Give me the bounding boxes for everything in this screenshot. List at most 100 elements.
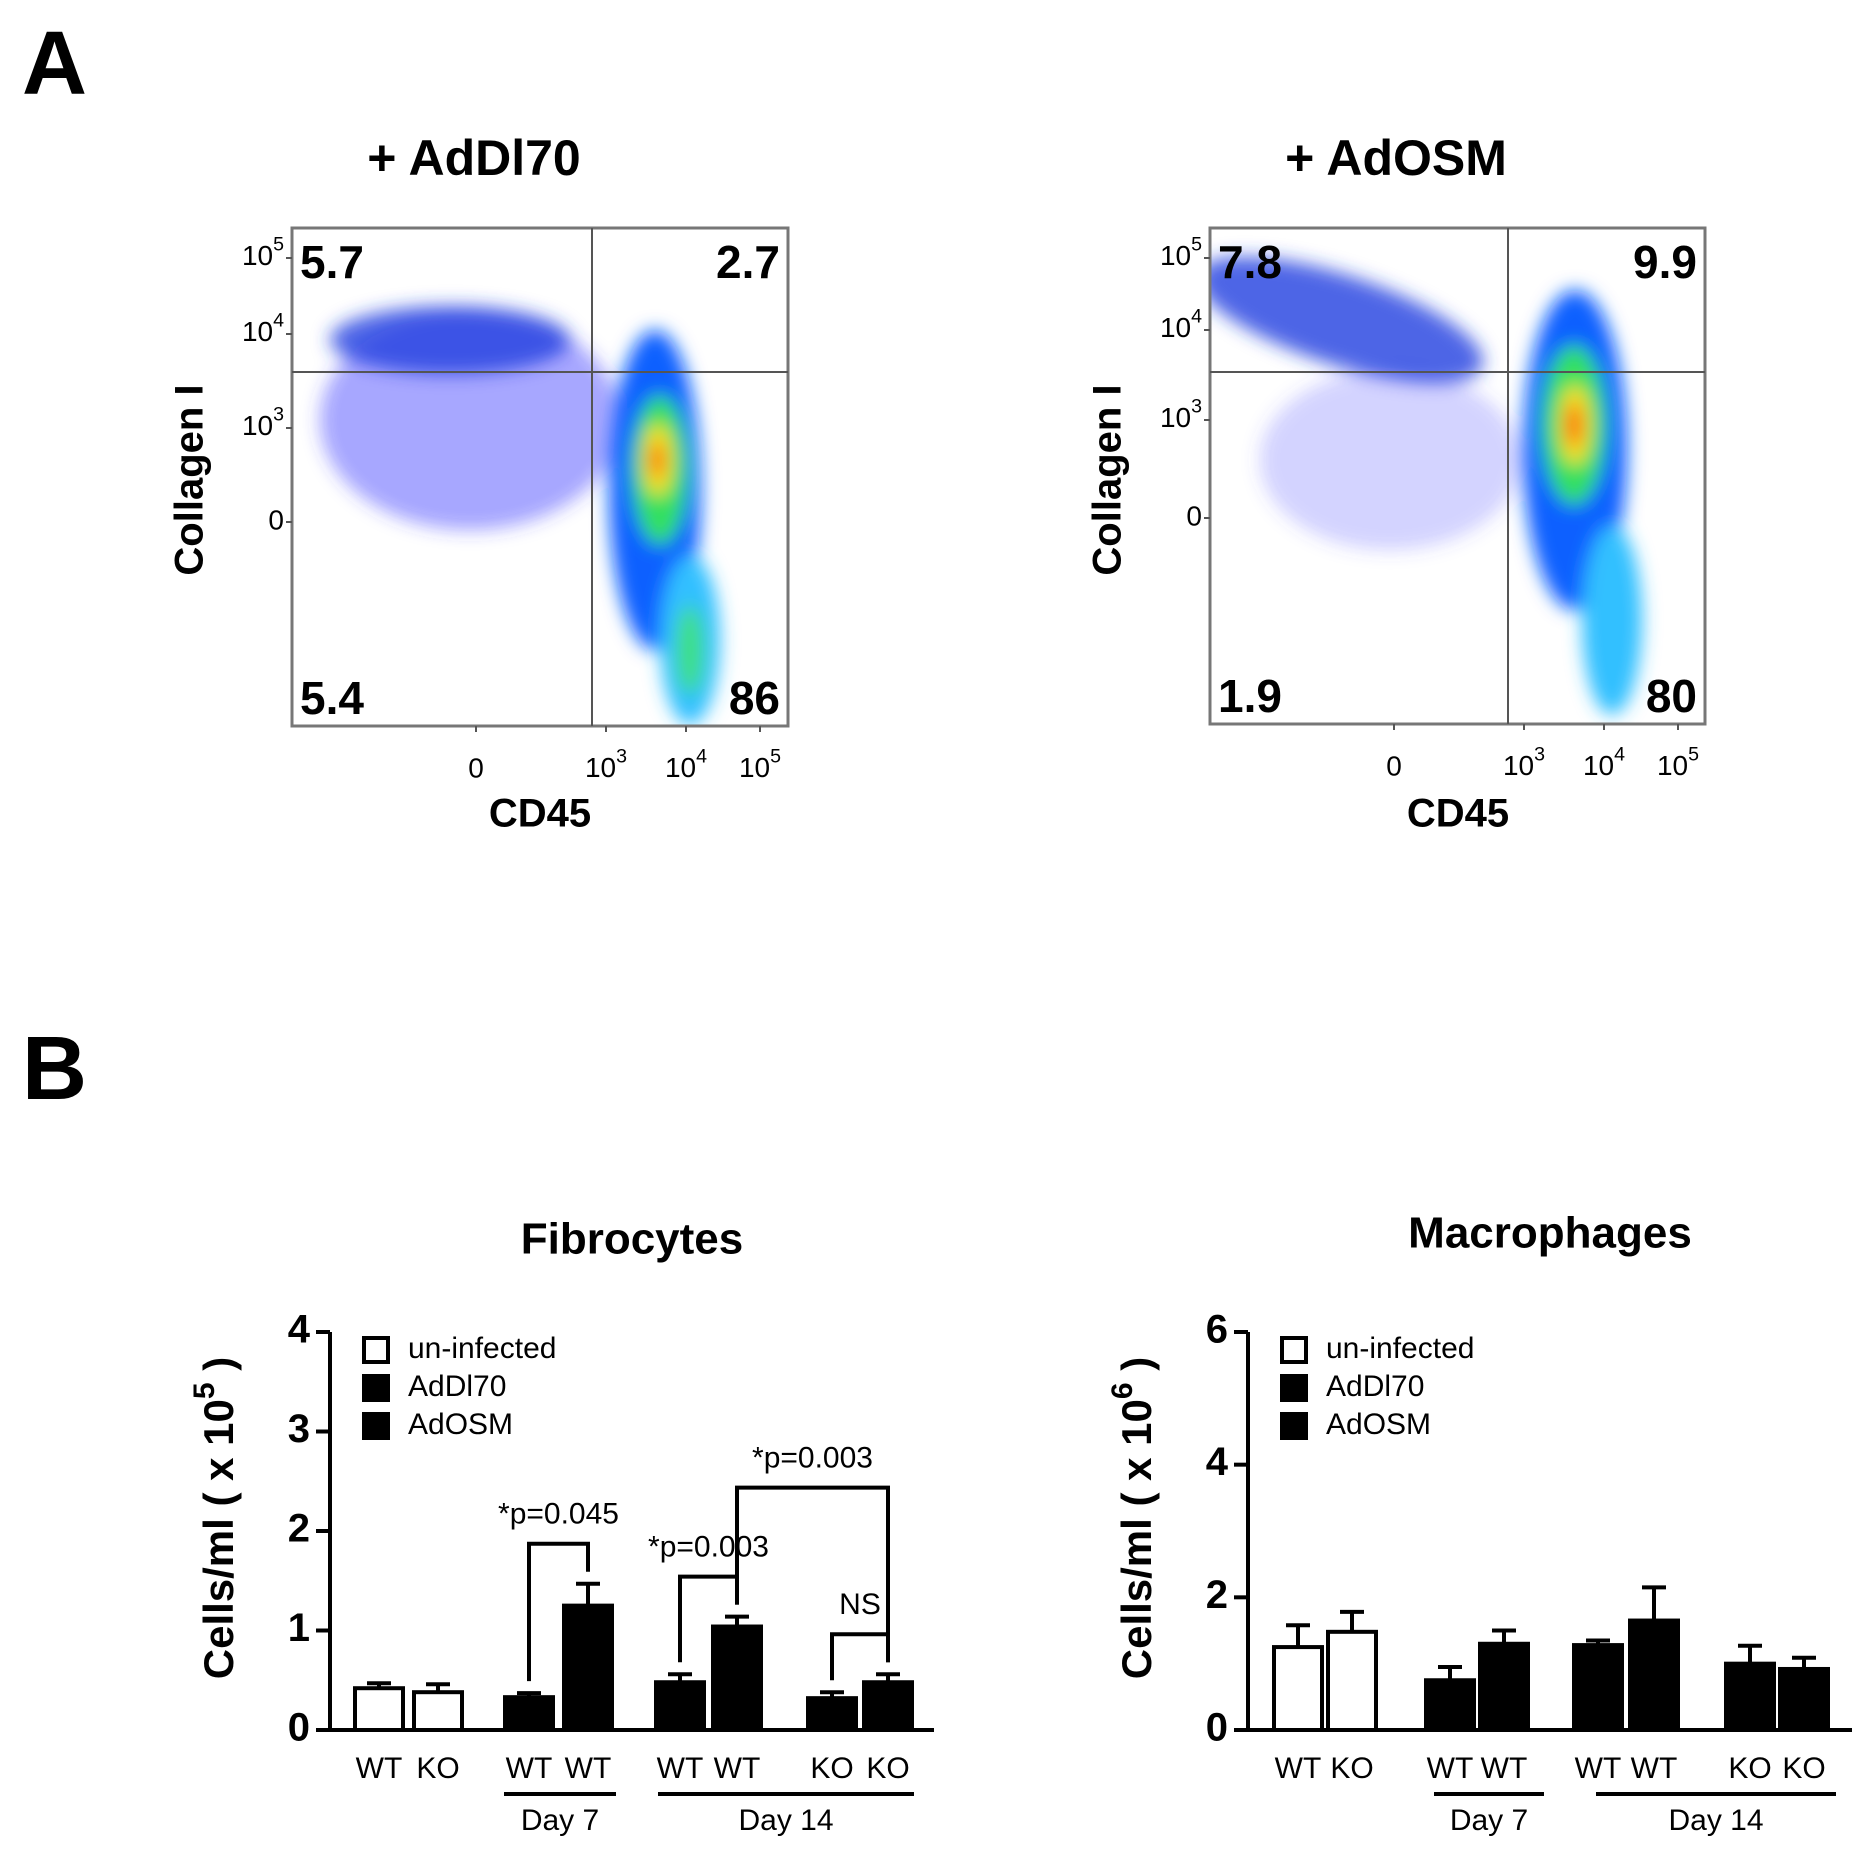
y-tick-label: 3 — [288, 1407, 310, 1451]
legend-swatch — [1280, 1412, 1308, 1440]
error-bar — [426, 1682, 450, 1693]
x-tick-label: KO — [1782, 1752, 1825, 1785]
x-axis-label: CD45 — [489, 792, 591, 836]
quadrant-value: 5.4 — [300, 672, 364, 724]
error-bar — [1340, 1609, 1364, 1632]
y-axis-label: Cells/ml ( x 106 ) — [1106, 1357, 1160, 1679]
tick-exponent: 3 — [1534, 744, 1545, 766]
significance-bracket — [830, 1632, 890, 1681]
y-tick-label: 6 — [1206, 1308, 1228, 1352]
plot-frame — [290, 226, 790, 728]
tick-base: 10 — [739, 752, 770, 783]
x-tick-label: WT — [356, 1752, 403, 1785]
error-bar — [1792, 1655, 1816, 1669]
tick-base: 10 — [1657, 750, 1688, 781]
quadrant-value: 1.9 — [1218, 670, 1282, 722]
legend-swatch — [362, 1412, 390, 1440]
group-label: Day 14 — [738, 1804, 833, 1837]
error-bar — [517, 1691, 541, 1698]
x-tick-label: WT — [1631, 1752, 1678, 1785]
legend-label: AdDl70 — [408, 1370, 506, 1403]
legend-label: AdOSM — [408, 1408, 513, 1441]
significance-label: *p=0.003 — [752, 1441, 873, 1474]
bar — [353, 1686, 405, 1732]
quadrant-value: 7.8 — [1218, 236, 1282, 288]
tick-label: 0 — [468, 752, 484, 783]
bar — [1478, 1641, 1530, 1733]
tick-label: 105 — [242, 234, 284, 272]
legend-label: AdDl70 — [1326, 1370, 1424, 1403]
quadrant-value: 2.7 — [716, 236, 780, 288]
tick-exponent: 5 — [273, 234, 284, 256]
y-label-exponent: 6 — [1106, 1382, 1139, 1399]
y-tick-label: 4 — [1206, 1440, 1229, 1484]
x-tick-label: KO — [810, 1752, 853, 1785]
error-bar — [1642, 1585, 1666, 1621]
legend-swatch — [362, 1336, 390, 1364]
error-bar — [367, 1681, 391, 1689]
tick-exponent: 3 — [1191, 396, 1202, 418]
tick-base: 10 — [1503, 750, 1534, 781]
x-tick-label: WT — [1275, 1752, 1322, 1785]
plot-title: + AdOSM — [1285, 130, 1507, 186]
y-tick-label: 1 — [288, 1606, 310, 1650]
bar — [1424, 1678, 1476, 1732]
y-tick-label: 4 — [288, 1308, 311, 1352]
y-axis-label: Collagen I — [1086, 384, 1130, 575]
x-tick-label: KO — [1330, 1752, 1373, 1785]
bar — [806, 1696, 858, 1733]
tick-base: 10 — [1160, 312, 1191, 343]
quadrant-value: 86 — [729, 672, 780, 724]
bar — [711, 1624, 763, 1733]
y-tick-label: 2 — [288, 1507, 310, 1551]
tick-label: 103 — [585, 746, 627, 784]
y-label-text: ) — [1113, 1357, 1160, 1383]
tick-label: 104 — [1160, 306, 1202, 344]
tick-label: 0 — [268, 504, 284, 535]
error-bar — [576, 1581, 600, 1606]
y-tick-label: 0 — [288, 1706, 310, 1750]
tick-label: 104 — [665, 746, 707, 784]
bar — [412, 1690, 464, 1732]
plot-title: + AdDl70 — [367, 130, 581, 186]
significance-bracket — [527, 1541, 590, 1682]
bar — [1572, 1643, 1624, 1733]
y-tick-label: 0 — [1206, 1706, 1228, 1750]
tick-base: 10 — [242, 410, 273, 441]
error-bar — [1438, 1664, 1462, 1681]
y-axis-label: Cells/ml ( x 105 ) — [188, 1357, 242, 1679]
bar — [1724, 1661, 1776, 1732]
tick-exponent: 5 — [1688, 744, 1699, 766]
tick-exponent: 4 — [273, 310, 284, 332]
group-label: Day 14 — [1668, 1804, 1763, 1837]
significance-bracket — [735, 1485, 890, 1663]
error-bar — [876, 1672, 900, 1683]
legend-label: un-infected — [408, 1332, 556, 1365]
tick-label: 105 — [1657, 744, 1699, 782]
x-tick-label: KO — [1728, 1752, 1771, 1785]
quadrant-value: 80 — [1646, 670, 1697, 722]
x-tick-label: WT — [657, 1752, 704, 1785]
tick-base: 10 — [1160, 240, 1191, 271]
density-plot — [1210, 256, 1642, 715]
y-axis-label: Collagen I — [168, 384, 212, 575]
panel-label: B — [22, 1019, 87, 1119]
tick-exponent: 5 — [1191, 234, 1202, 256]
tick-exponent: 3 — [616, 746, 627, 768]
tick-label: 105 — [1160, 234, 1202, 272]
significance-label: NS — [839, 1588, 881, 1621]
error-bar — [668, 1672, 692, 1683]
x-tick-label: WT — [565, 1752, 612, 1785]
tick-exponent: 3 — [273, 404, 284, 426]
tick-label: 105 — [739, 746, 781, 784]
error-bar — [1586, 1638, 1610, 1646]
chart-title: Fibrocytes — [521, 1215, 744, 1264]
x-tick-label: WT — [1427, 1752, 1474, 1785]
x-tick-label: WT — [714, 1752, 761, 1785]
tick-label: 104 — [1583, 744, 1625, 782]
tick-label: 0 — [1386, 750, 1402, 781]
legend-label: AdOSM — [1326, 1408, 1431, 1441]
tick-base: 10 — [242, 316, 273, 347]
tick-label: 103 — [1160, 396, 1202, 434]
